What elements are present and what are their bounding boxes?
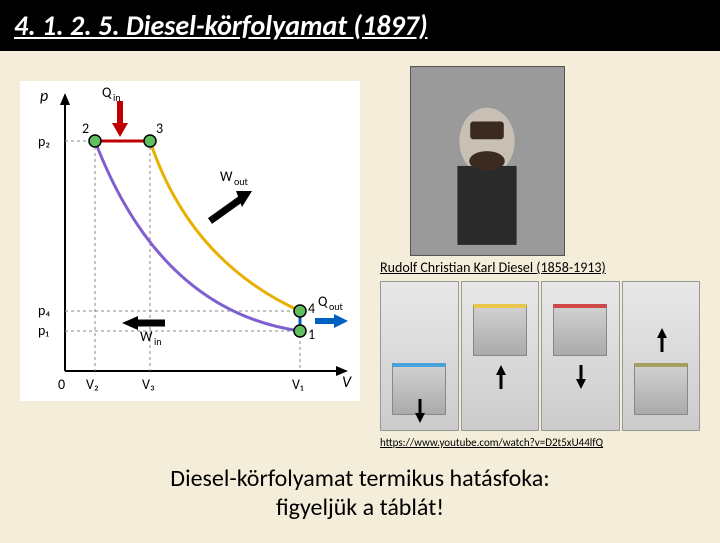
slide-title: 4. 1. 2. 5. Diesel-körfolyamat (1897): [0, 0, 720, 51]
portrait-photo: [410, 66, 565, 256]
svg-text:2: 2: [82, 120, 89, 137]
footer: Diesel-körfolyamat termikus hatásfoka: f…: [0, 465, 720, 523]
svg-text:Q: Q: [318, 293, 328, 310]
svg-text:V₂: V₂: [86, 376, 99, 393]
svg-text:p: p: [40, 87, 48, 106]
slide-body: p V p₂ p₄ p₁ 0 V₂ V₃ V₁ 2 3 4 1: [0, 51, 720, 543]
svg-text:4: 4: [308, 300, 315, 317]
footer-line-2: figyeljük a táblát!: [0, 494, 720, 523]
piston-4: [622, 281, 701, 431]
svg-text:p₄: p₄: [38, 302, 50, 319]
svg-text:3: 3: [156, 120, 163, 137]
svg-text:V₃: V₃: [142, 376, 155, 393]
piston-1: [380, 281, 459, 431]
svg-text:1: 1: [308, 326, 315, 343]
piston-diagram: [380, 281, 700, 431]
svg-text:V₁: V₁: [292, 376, 304, 393]
svg-text:in: in: [113, 91, 121, 104]
svg-text:0: 0: [58, 376, 65, 393]
piston-2: [461, 281, 540, 431]
svg-text:p₂: p₂: [38, 133, 50, 150]
svg-text:out: out: [234, 175, 249, 188]
svg-text:V: V: [342, 373, 352, 392]
svg-text:W: W: [140, 328, 153, 345]
svg-text:p₁: p₁: [38, 322, 49, 339]
footer-line-1: Diesel-körfolyamat termikus hatásfoka:: [0, 465, 720, 494]
svg-text:Q: Q: [102, 84, 112, 101]
svg-text:in: in: [154, 335, 162, 348]
video-url[interactable]: https://www.youtube.com/watch?v=D2t5xU44…: [380, 436, 603, 449]
piston-3: [541, 281, 620, 431]
pv-diagram: p V p₂ p₄ p₁ 0 V₂ V₃ V₁ 2 3 4 1: [20, 81, 360, 401]
svg-text:W: W: [220, 168, 233, 185]
svg-text:out: out: [329, 300, 344, 313]
portrait-caption: Rudolf Christian Karl Diesel (1858-1913): [380, 259, 606, 276]
